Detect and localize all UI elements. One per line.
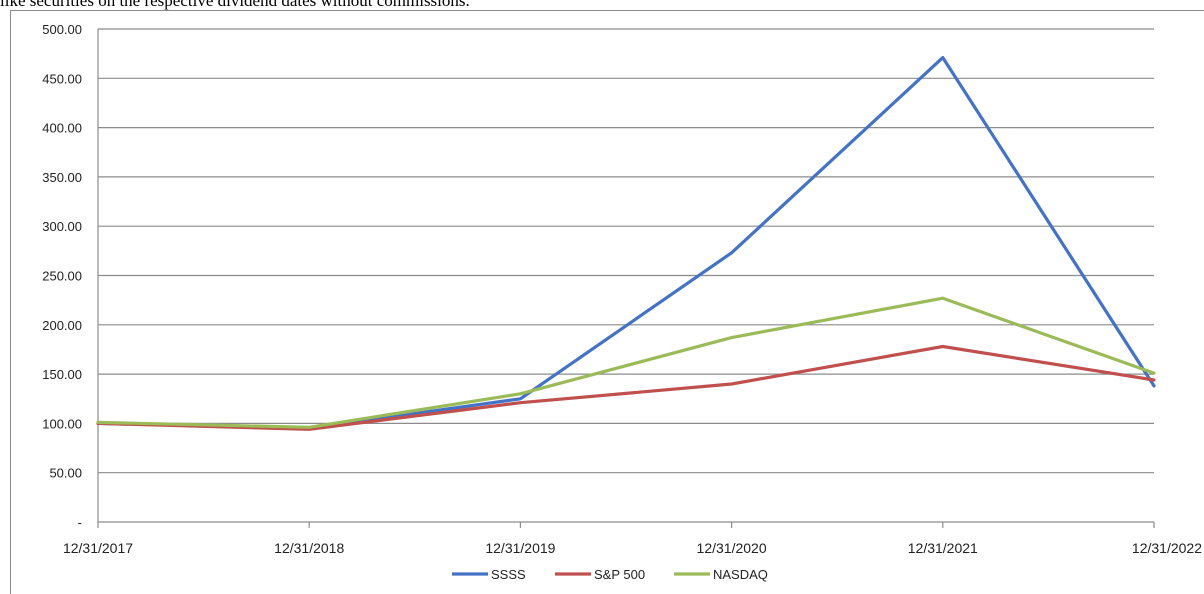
y-tick-label: 450.00 <box>42 71 82 86</box>
series-lines <box>96 55 1156 431</box>
x-tick-label: 12/31/2020 <box>697 540 767 556</box>
series-line <box>96 344 1156 431</box>
axes <box>97 29 1155 528</box>
legend-label: NASDAQ <box>713 567 768 582</box>
x-tick-label: 12/31/2019 <box>485 540 555 556</box>
x-tick-label: 12/31/2022 <box>1132 540 1202 556</box>
x-axis-tick-labels: 12/31/2017 12/31/2018 12/31/2019 12/31/2020… <box>63 540 1202 556</box>
chart-frame <box>10 10 1204 594</box>
legend-label: S&P 500 <box>594 567 645 582</box>
y-tick-label: 300.00 <box>42 219 82 234</box>
x-tick-label: 12/31/2021 <box>908 540 978 556</box>
y-tick-label: 200.00 <box>42 318 82 333</box>
y-tick-label: 500.00 <box>42 22 82 37</box>
x-tick-label: 12/31/2017 <box>63 540 133 556</box>
x-tick-label: 12/31/2018 <box>274 540 344 556</box>
y-tick-label: - <box>78 515 82 530</box>
series-line <box>96 296 1156 429</box>
gridlines <box>98 28 1154 474</box>
series-line <box>96 55 1156 430</box>
legend: SSSS S&P 500 NASDAQ <box>452 567 768 582</box>
y-tick-label: 150.00 <box>42 367 82 382</box>
top-caption: like securities on the respective divide… <box>0 0 470 10</box>
y-tick-label: 100.00 <box>42 416 82 431</box>
y-tick-label: 50.00 <box>49 466 82 481</box>
y-axis-tick-labels: - 50.00 100.00 150.00 200.00 250.00 300.00 350.… <box>42 22 82 530</box>
legend-label: SSSS <box>491 567 526 582</box>
y-tick-label: 350.00 <box>42 170 82 185</box>
y-tick-label: 400.00 <box>42 121 82 136</box>
y-tick-label: 250.00 <box>42 269 82 284</box>
